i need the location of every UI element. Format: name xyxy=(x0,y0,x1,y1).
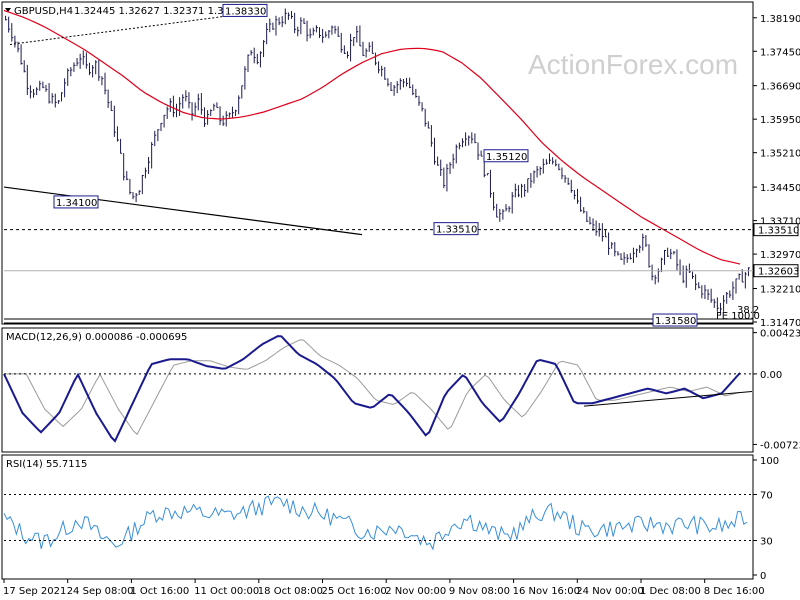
level-label-high-box xyxy=(222,3,268,17)
time-tick-label: 8 Dec 16:00 xyxy=(704,586,765,597)
price-tick-label: 1.35210 xyxy=(760,149,800,160)
fib-label-100: FE 100.0 xyxy=(716,311,760,322)
time-tick-label: 1 Oct 16:00 xyxy=(130,586,189,597)
price-tick-label: 1.35950 xyxy=(760,115,800,126)
rsi-title: RSI(14) 55.7115 xyxy=(6,459,87,470)
level-label-low: 1.34100 xyxy=(56,198,97,209)
axis-current-box xyxy=(753,264,799,278)
price-tick-label: 1.33710 xyxy=(760,217,800,228)
time-tick-label: 17 Sep 2021 xyxy=(3,586,66,597)
fib-label-38: 38.2 xyxy=(737,305,759,316)
macd-series xyxy=(3,335,753,443)
ohlc-label: 1.32445 1.32627 1.32371 1.32603 xyxy=(74,6,249,17)
macd-tick-label: -0.00723 xyxy=(760,440,800,451)
level-label-high: 1.38330 xyxy=(225,6,266,17)
price-tick-label: 1.37450 xyxy=(760,47,800,58)
macd-tick-label: 0.00 xyxy=(760,370,782,381)
macd-panel: MACD(12,26,9) 0.000086 -0.000695 0.00423… xyxy=(1,327,800,453)
dropdown-arrow-icon[interactable] xyxy=(5,8,11,12)
price-overlay: 1.38330 1.34100 1.35120 1.33510 1.31580 38.2F… xyxy=(3,3,760,327)
macd-line xyxy=(3,335,741,443)
level-label-swing: 1.35120 xyxy=(486,152,527,163)
main-panel-border xyxy=(1,1,754,325)
macd-axis: 0.004231 0.00 -0.00723 xyxy=(4,329,800,451)
macd-title: MACD(12,26,9) 0.000086 -0.000695 xyxy=(6,332,187,343)
level-label-bottom: 1.31580 xyxy=(655,316,696,327)
level-label-dashed: 1.33510 xyxy=(436,225,477,236)
rsi-tick-label: 30 xyxy=(760,537,773,548)
price-tick-label: 1.31470 xyxy=(760,318,800,329)
level-label-bottom-box xyxy=(652,313,698,327)
macd-signal-line xyxy=(4,339,741,436)
price-tick-label: 1.34450 xyxy=(760,183,800,194)
level-label-swing-box xyxy=(483,149,529,163)
price-tick-label: 1.38190 xyxy=(760,14,800,25)
level-label-dashed-box xyxy=(433,222,479,236)
price-tick-label: 1.32210 xyxy=(760,284,800,295)
rsi-series xyxy=(3,495,748,551)
axis-level-box xyxy=(753,223,799,237)
time-tick-label: 24 Sep 08:00 xyxy=(67,586,134,597)
rsi-panel-border xyxy=(1,454,754,580)
rsi-tick-label: 70 xyxy=(760,491,773,502)
axis-current-label: 1.32603 xyxy=(758,267,799,278)
symbol-label: GBPUSD,H4 xyxy=(14,6,73,17)
rsi-tick-label: 100 xyxy=(760,456,779,467)
time-tick-label: 1 Dec 08:00 xyxy=(640,586,701,597)
price-axis: 1.38190 1.37450 1.36690 1.35950 1.35210 1.344… xyxy=(753,14,800,329)
time-tick-label: 11 Oct 00:00 xyxy=(194,586,259,597)
macd-panel-border xyxy=(1,327,754,453)
time-tick-label: 9 Nov 08:00 xyxy=(449,586,510,597)
rsi-panel: RSI(14) 55.7115 100 70 30 0 xyxy=(1,454,779,582)
macd-tick-label: 0.004231 xyxy=(760,329,800,340)
rsi-line xyxy=(3,495,748,551)
level-label-low-box xyxy=(53,195,99,209)
trendline-support xyxy=(3,186,363,236)
time-axis: 17 Sep 2021 24 Sep 08:001 Oct 16:00 11 Oct… xyxy=(3,579,765,597)
time-tick-label: 24 Nov 00:00 xyxy=(576,586,643,597)
moving-average-line xyxy=(3,9,741,265)
axis-level-label: 1.33510 xyxy=(758,226,799,237)
time-tick-label: 25 Oct 16:00 xyxy=(322,586,387,597)
price-tick-label: 1.36690 xyxy=(760,82,800,93)
time-tick-label: 2 Nov 00:00 xyxy=(385,586,446,597)
main-panel: ActionForex.com GBPUSD,H4 1.32445 1.3262… xyxy=(1,1,800,329)
time-tick-label: 16 Nov 16:00 xyxy=(513,586,580,597)
watermark: ActionForex.com xyxy=(528,49,738,80)
macd-trendline xyxy=(583,390,753,407)
rsi-tick-label: 0 xyxy=(760,571,766,582)
price-tick-label: 1.32970 xyxy=(760,250,800,261)
rsi-axis: 100 70 30 0 xyxy=(4,456,779,582)
price-series xyxy=(5,8,750,316)
time-tick-label: 18 Oct 08:00 xyxy=(258,586,323,597)
